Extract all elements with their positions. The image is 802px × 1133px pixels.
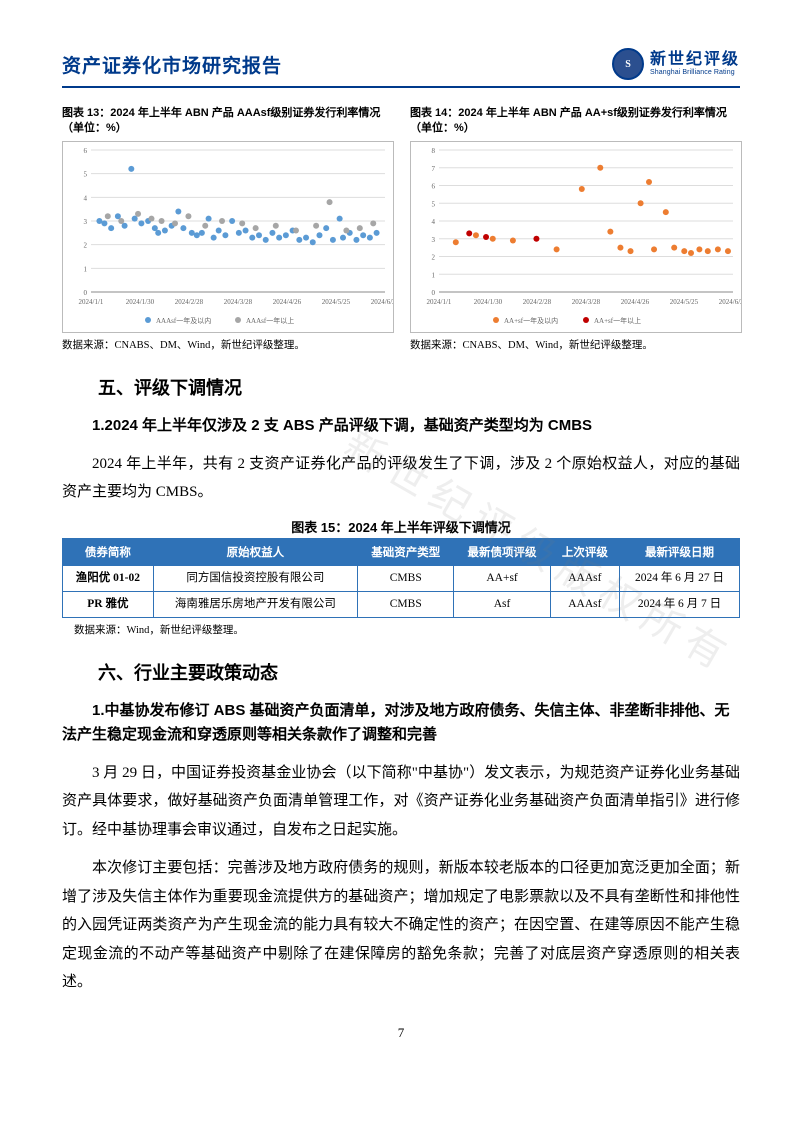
- svg-text:4: 4: [84, 194, 88, 202]
- table-cell: Asf: [454, 591, 550, 617]
- brand-logo-icon: S: [612, 48, 644, 80]
- svg-text:4: 4: [432, 218, 436, 226]
- svg-text:8: 8: [432, 147, 436, 155]
- brand-block: S 新世纪评级 Shanghai Brilliance Rating: [612, 48, 740, 80]
- chart-14-block: 图表 14：2024 年上半年 ABN 产品 AA+sf级别证券发行利率情况（单…: [410, 106, 740, 352]
- svg-text:AA+sf一年以上: AA+sf一年以上: [594, 316, 641, 325]
- svg-text:2: 2: [84, 241, 88, 249]
- brand-name-cn: 新世纪评级: [650, 52, 740, 69]
- section-5-p1: 2024 年上半年，共有 2 支资产证券化产品的评级发生了下调，涉及 2 个原始…: [62, 450, 740, 507]
- svg-text:2024/6/23: 2024/6/23: [719, 298, 742, 306]
- svg-text:2024/4/26: 2024/4/26: [273, 298, 302, 306]
- svg-text:2024/1/1: 2024/1/1: [79, 298, 104, 306]
- svg-text:7: 7: [432, 165, 436, 173]
- table-15-title: 图表 15：2024 年上半年评级下调情况: [62, 517, 740, 536]
- section-5-heading: 五、评级下调情况: [62, 374, 740, 400]
- table-row: 渔阳优 01-02同方国信投资控股有限公司CMBSAA+sfAAAsf2024 …: [63, 565, 740, 591]
- svg-text:1: 1: [432, 271, 436, 279]
- header-rule: [62, 86, 740, 88]
- section-6-heading: 六、行业主要政策动态: [62, 659, 740, 685]
- section-5-sub1: 1.2024 年上半年仅涉及 2 支 ABS 产品评级下调，基础资产类型均为 C…: [62, 414, 740, 438]
- svg-text:6: 6: [84, 147, 88, 155]
- page-title: 资产证券化市场研究报告: [62, 51, 282, 78]
- table-cell: 同方国信投资控股有限公司: [153, 565, 357, 591]
- chart-14-title: 图表 14：2024 年上半年 ABN 产品 AA+sf级别证券发行利率情况（单…: [410, 106, 740, 137]
- section-6-sub1: 1.中基协发布修订 ABS 基础资产负面清单，对涉及地方政府债务、失信主体、非垄…: [62, 699, 740, 747]
- svg-text:AAAsf一年以上: AAAsf一年以上: [246, 316, 294, 325]
- table-15: 债券简称原始权益人基础资产类型最新债项评级上次评级最新评级日期渔阳优 01-02…: [62, 538, 740, 618]
- svg-text:0: 0: [84, 289, 88, 297]
- table-header-cell: 上次评级: [550, 538, 619, 565]
- brand-name-en: Shanghai Brilliance Rating: [650, 69, 740, 76]
- table-cell: PR 雅优: [63, 591, 154, 617]
- svg-text:2024/1/30: 2024/1/30: [126, 298, 155, 306]
- page-number: 7: [62, 1025, 740, 1041]
- page-header: 资产证券化市场研究报告 S 新世纪评级 Shanghai Brilliance …: [62, 48, 740, 80]
- svg-text:5: 5: [84, 170, 88, 178]
- table-cell: CMBS: [358, 591, 454, 617]
- svg-text:2024/1/1: 2024/1/1: [427, 298, 452, 306]
- svg-text:2024/6/23: 2024/6/23: [371, 298, 394, 306]
- svg-text:2024/2/28: 2024/2/28: [175, 298, 204, 306]
- table-cell: 2024 年 6 月 27 日: [620, 565, 740, 591]
- chart-13-canvas: 0 1 2 3 4 5 6 2024/1/1 2024/1/30 2024/2/28 2024/3/…: [62, 141, 394, 333]
- svg-text:AAAsf一年及以内: AAAsf一年及以内: [156, 316, 211, 325]
- svg-text:2: 2: [432, 253, 436, 261]
- table-header-cell: 最新债项评级: [454, 538, 550, 565]
- chart-14-canvas: 0 1 2 3 4 5 6 7 8 2024/1/1 2024/1/30 2024/2/28 2024/…: [410, 141, 742, 333]
- table-header-cell: 原始权益人: [153, 538, 357, 565]
- chart-14-source: 数据来源：CNABS、DM、Wind，新世纪评级整理。: [410, 337, 740, 352]
- chart-13-block: 图表 13：2024 年上半年 ABN 产品 AAAsf级别证券发行利率情况（单…: [62, 106, 392, 352]
- table-cell: 海南雅居乐房地产开发有限公司: [153, 591, 357, 617]
- table-header-cell: 债券简称: [63, 538, 154, 565]
- svg-text:1: 1: [84, 265, 88, 273]
- svg-text:2024/5/25: 2024/5/25: [322, 298, 351, 306]
- table-cell: AAAsf: [550, 565, 619, 591]
- svg-text:2024/3/28: 2024/3/28: [572, 298, 601, 306]
- table-cell: 2024 年 6 月 7 日: [620, 591, 740, 617]
- section-6-p2: 本次修订主要包括：完善涉及地方政府债务的规则，新版本较老版本的口径更加宽泛更加全…: [62, 854, 740, 997]
- svg-text:3: 3: [432, 236, 436, 244]
- svg-text:2024/3/28: 2024/3/28: [224, 298, 253, 306]
- svg-text:2024/4/26: 2024/4/26: [621, 298, 650, 306]
- svg-text:5: 5: [432, 200, 436, 208]
- svg-text:2024/2/28: 2024/2/28: [523, 298, 552, 306]
- section-6-p1: 3 月 29 日，中国证券投资基金业协会（以下简称"中基协"）发文表示，为规范资…: [62, 759, 740, 845]
- table-cell: 渔阳优 01-02: [63, 565, 154, 591]
- svg-text:3: 3: [84, 218, 88, 226]
- svg-text:6: 6: [432, 182, 436, 190]
- table-15-source: 数据来源：Wind，新世纪评级整理。: [74, 622, 740, 637]
- table-cell: AAAsf: [550, 591, 619, 617]
- svg-text:AA+sf一年及以内: AA+sf一年及以内: [504, 316, 558, 325]
- table-cell: CMBS: [358, 565, 454, 591]
- chart-13-source: 数据来源：CNABS、DM、Wind，新世纪评级整理。: [62, 337, 392, 352]
- svg-text:2024/5/25: 2024/5/25: [670, 298, 699, 306]
- svg-text:0: 0: [432, 289, 436, 297]
- table-header-cell: 最新评级日期: [620, 538, 740, 565]
- table-cell: AA+sf: [454, 565, 550, 591]
- svg-text:2024/1/30: 2024/1/30: [474, 298, 503, 306]
- charts-row: 图表 13：2024 年上半年 ABN 产品 AAAsf级别证券发行利率情况（单…: [62, 106, 740, 352]
- table-header-cell: 基础资产类型: [358, 538, 454, 565]
- chart-13-title: 图表 13：2024 年上半年 ABN 产品 AAAsf级别证券发行利率情况（单…: [62, 106, 392, 137]
- table-row: PR 雅优海南雅居乐房地产开发有限公司CMBSAsfAAAsf2024 年 6 …: [63, 591, 740, 617]
